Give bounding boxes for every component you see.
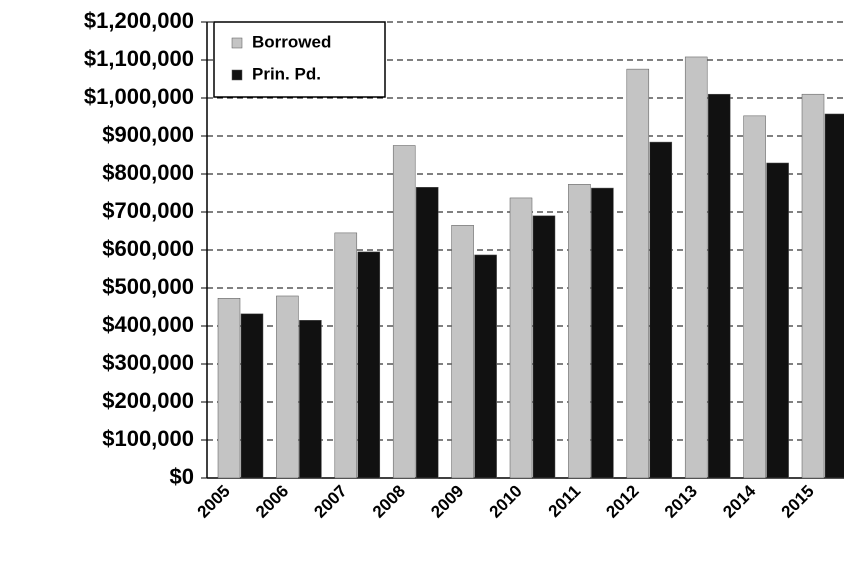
- y-tick-label: $500,000: [102, 274, 194, 299]
- bar: [474, 254, 497, 479]
- y-tick-label: $900,000: [102, 122, 194, 147]
- y-tick-label: $100,000: [102, 426, 194, 451]
- x-tick-label: 2005: [194, 481, 234, 521]
- legend: Borrowed Prin. Pd.: [213, 21, 386, 98]
- bar: [766, 162, 789, 479]
- y-tick-label: $300,000: [102, 350, 194, 375]
- y-tick-label: $200,000: [102, 388, 194, 413]
- legend-label: Borrowed: [252, 32, 331, 51]
- bar: [415, 187, 439, 479]
- bar: [626, 68, 650, 479]
- bar: [334, 232, 358, 479]
- bar: [684, 56, 708, 479]
- bar: [392, 145, 416, 479]
- x-tick-label: 2008: [369, 481, 409, 521]
- x-tick-label: 2015: [778, 481, 818, 521]
- bar: [801, 93, 825, 479]
- x-tick-label: 2006: [252, 481, 292, 521]
- bar: [743, 115, 766, 479]
- bar: [649, 141, 673, 479]
- legend-label: Prin. Pd.: [252, 64, 321, 83]
- bar: [824, 113, 844, 479]
- x-tick-label: 2011: [545, 481, 585, 521]
- bar: [568, 184, 591, 479]
- bar: [707, 93, 731, 479]
- bar: [299, 320, 322, 479]
- y-tick-label: $400,000: [102, 312, 194, 337]
- bar: [532, 215, 556, 479]
- y-tick-label: $1,200,000: [84, 8, 194, 33]
- legend-swatch: [231, 69, 243, 81]
- bar: [240, 313, 264, 479]
- legend-swatch: [231, 37, 243, 49]
- x-tick-label: 2010: [486, 481, 526, 521]
- bar: [591, 187, 614, 479]
- x-tick-label: 2013: [661, 481, 701, 521]
- legend-box: [213, 21, 386, 98]
- y-tick-label: $1,000,000: [84, 84, 194, 109]
- x-tick-label: 2012: [602, 481, 642, 521]
- bar: [357, 251, 381, 479]
- x-tick-label: 2014: [719, 481, 760, 522]
- y-tick-label: $600,000: [102, 236, 194, 261]
- x-tick-label: 2009: [427, 481, 467, 521]
- y-tick-label: $0: [170, 464, 194, 489]
- bar: [276, 295, 299, 479]
- bar: [509, 197, 533, 479]
- x-tick-label: 2007: [310, 481, 350, 521]
- bar: [451, 225, 474, 479]
- y-tick-label: $800,000: [102, 160, 194, 185]
- y-tick-label: $1,100,000: [84, 46, 194, 71]
- bar: [217, 298, 241, 479]
- y-tick-label: $700,000: [102, 198, 194, 223]
